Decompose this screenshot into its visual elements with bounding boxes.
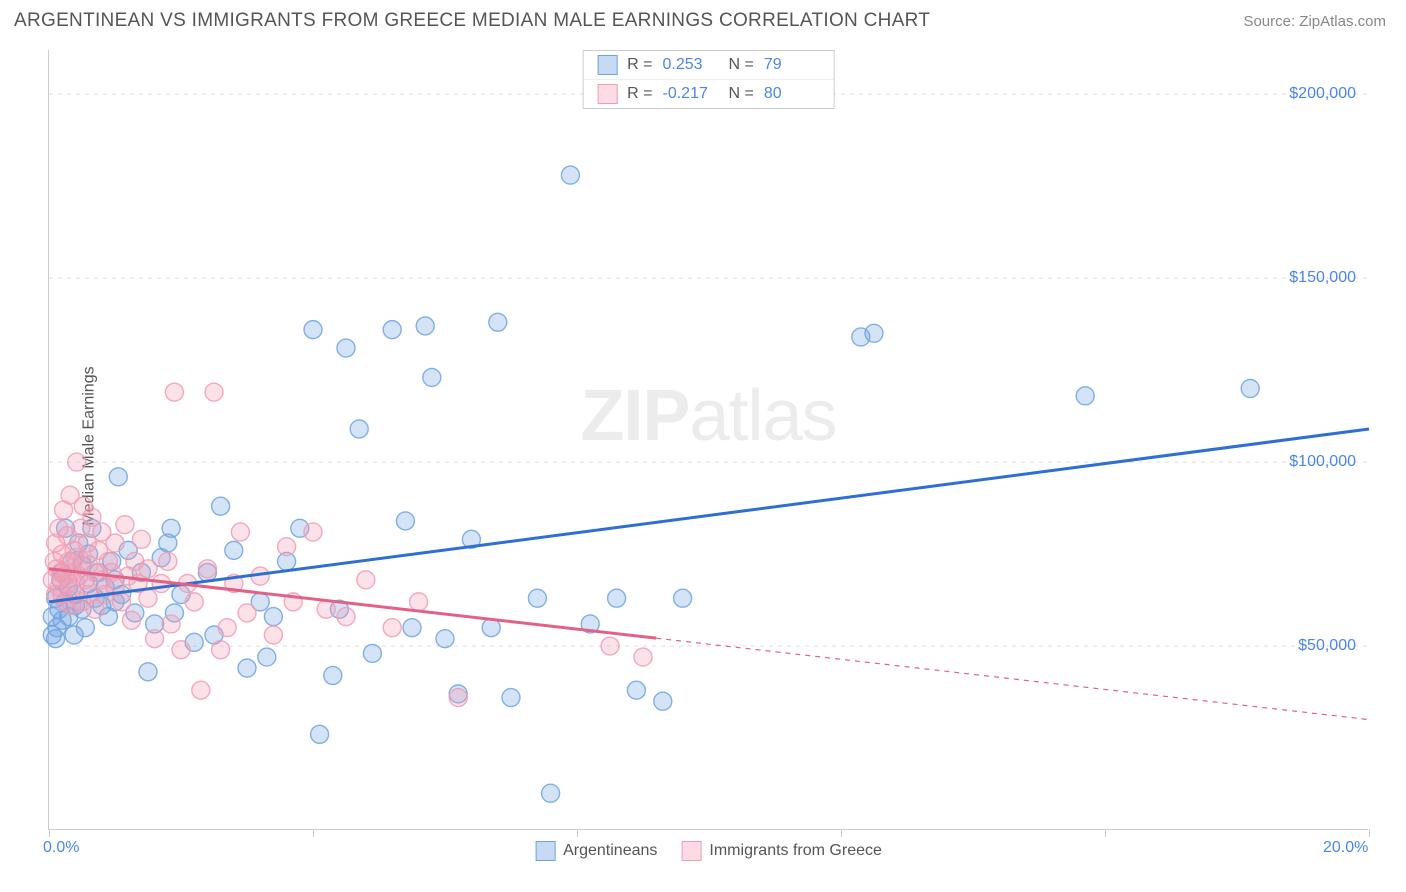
swatch-greece-icon [681,841,701,861]
y-tick-label: $150,000 [1289,269,1356,287]
plot-area: ZIPatlas R = 0.253 N = 79 R = -0.217 N =… [48,50,1368,830]
stats-row-greece: R = -0.217 N = 80 [583,79,834,108]
r-label: R = [627,85,652,103]
regression-line-argentineans [49,429,1369,602]
x-tick [577,829,578,837]
y-tick-label: $200,000 [1289,85,1356,103]
r-value-greece: -0.217 [663,85,719,103]
legend-label-greece: Immigrants from Greece [709,842,881,860]
n-label: N = [729,85,754,103]
regression-line-greece [49,569,656,638]
swatch-argentineans-icon [535,841,555,861]
stats-row-argentineans: R = 0.253 N = 79 [583,51,834,79]
r-label: R = [627,56,652,74]
x-tick [841,829,842,837]
regression-layer [49,50,1368,829]
source-credit: Source: ZipAtlas.com [1243,13,1386,30]
stats-legend: R = 0.253 N = 79 R = -0.217 N = 80 [582,50,835,109]
chart-title: ARGENTINEAN VS IMMIGRANTS FROM GREECE ME… [14,10,930,32]
n-label: N = [729,56,754,74]
x-tick [1105,829,1106,837]
swatch-argentineans [597,55,617,75]
x-tick [313,829,314,837]
n-value-argentineans: 79 [764,56,820,74]
regression-extrapolation-greece [656,638,1369,719]
legend-label-argentineans: Argentineans [563,842,657,860]
legend-item-argentineans: Argentineans [535,841,657,861]
x-tick-label: 20.0% [1323,839,1368,857]
series-legend: Argentineans Immigrants from Greece [535,841,882,861]
y-tick-label: $50,000 [1298,637,1356,655]
x-tick [1369,829,1370,837]
x-tick-label: 0.0% [43,839,79,857]
x-tick [49,829,50,837]
swatch-greece [597,84,617,104]
r-value-argentineans: 0.253 [663,56,719,74]
y-tick-label: $100,000 [1289,453,1356,471]
n-value-greece: 80 [764,85,820,103]
legend-item-greece: Immigrants from Greece [681,841,881,861]
